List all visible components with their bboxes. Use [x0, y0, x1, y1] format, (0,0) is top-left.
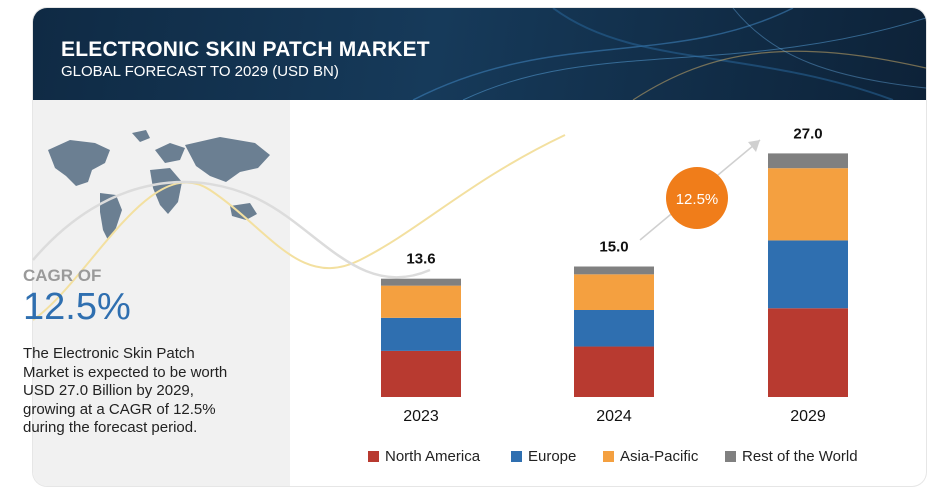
bar-group: 13.6 2023 15.0 2024 27.0 2029: [381, 125, 848, 425]
chart-subtitle: GLOBAL FORECAST TO 2029 (USD BN): [61, 63, 339, 80]
legend-swatch: [511, 451, 522, 462]
bar-total-label-2024: 15.0: [599, 239, 628, 256]
legend-swatch: [603, 451, 614, 462]
header-light-streaks: [412, 8, 926, 100]
bar-total-label-2029: 27.0: [793, 125, 822, 142]
bar-segment-north-america-2023: [381, 350, 461, 397]
bar-segment-rest-of-the-world-2024: [574, 266, 654, 275]
decorative-grey-curve: [32, 180, 431, 279]
growth-badge: [666, 167, 728, 229]
legend-swatch: [368, 451, 379, 462]
legend-label: Asia-Pacific: [620, 448, 699, 465]
world-map-icon: [48, 130, 270, 240]
chart-title: ELECTRONIC SKIN PATCH MARKET: [61, 38, 430, 61]
legend-item-europe: Europe: [511, 448, 576, 465]
x-tick-label-2024: 2024: [596, 408, 632, 425]
bar-segment-asia-pacific-2024: [574, 274, 654, 310]
legend-item-asia-pacific: Asia-Pacific: [603, 448, 698, 465]
summary-description: The Electronic Skin Patch Market is expe…: [23, 345, 228, 436]
bar-segment-asia-pacific-2029: [768, 168, 848, 241]
bar-segment-north-america-2029: [768, 308, 848, 397]
bar-segment-north-america-2024: [574, 346, 654, 397]
bar-segment-europe-2023: [381, 317, 461, 351]
decorative-gold-curve: [32, 134, 566, 321]
header-banner: ELECTRONIC SKIN PATCH MARKET GLOBAL FORE…: [33, 8, 926, 100]
x-tick-label-2023: 2023: [403, 408, 439, 425]
cagr-value: 12.5%: [23, 286, 131, 328]
bar-total-label-2023: 13.6: [406, 251, 435, 268]
cagr-label: CAGR OF: [23, 266, 102, 285]
growth-badge-label: 12.5%: [676, 191, 719, 208]
bar-segment-europe-2024: [574, 310, 654, 347]
legend-label: Rest of the World: [742, 448, 858, 465]
x-tick-label-2029: 2029: [790, 408, 826, 425]
bar-segment-asia-pacific-2023: [381, 285, 461, 318]
legend-item-north-america: North America: [368, 448, 480, 465]
growth-arrow-head: [748, 140, 760, 152]
legend-label: Europe: [528, 448, 577, 465]
bar-segment-rest-of-the-world-2029: [768, 153, 848, 169]
legend-label: North America: [385, 448, 481, 465]
legend-item-rest-of-world: Rest of the World: [725, 448, 858, 465]
legend-swatch: [725, 451, 736, 462]
bar-segment-europe-2029: [768, 240, 848, 309]
bar-segment-rest-of-the-world-2023: [381, 278, 461, 286]
